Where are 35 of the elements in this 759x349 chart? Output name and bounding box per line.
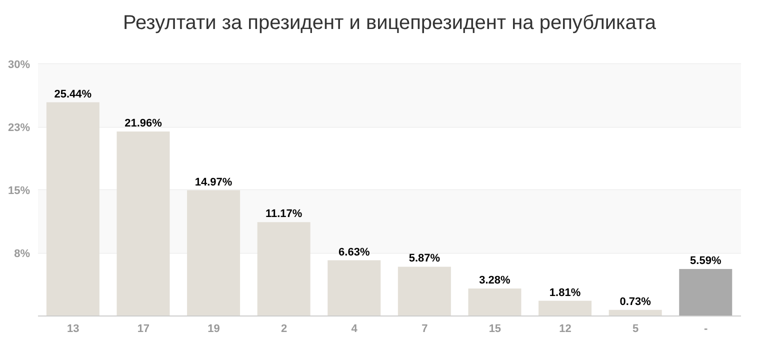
bar [679, 269, 732, 316]
y-tick-label: 23% [8, 122, 30, 134]
x-tick-label: 15 [488, 322, 502, 335]
bar [46, 102, 100, 316]
x-tick-label: 4 [351, 322, 358, 335]
bar [328, 260, 381, 316]
bar [257, 222, 310, 316]
x-tick-label: - [704, 322, 708, 335]
y-tick-label: 15% [8, 184, 30, 197]
data-label: 11.17% [265, 208, 302, 220]
bar [116, 132, 170, 316]
x-tick-label: 5 [632, 322, 639, 335]
data-label: 5.59% [690, 255, 722, 268]
data-label: 1.81% [549, 286, 581, 299]
data-label: 3.28% [479, 274, 511, 286]
x-tick-label: 17 [137, 322, 150, 335]
bar [187, 190, 240, 316]
x-tick-label: 2 [280, 322, 288, 335]
data-label: 25.44% [54, 88, 92, 100]
x-tick-label: 13 [67, 322, 80, 335]
bar [538, 300, 592, 316]
y-tick-label: 8% [14, 248, 30, 260]
data-label: 21.96% [124, 118, 162, 130]
data-label: 0.73% [620, 296, 652, 308]
chart-title: Резултати за президент и вицепрезидент на републиката [122, 11, 657, 36]
x-tick-label: 19 [208, 322, 220, 335]
bar [398, 266, 451, 316]
data-label: 6.63% [338, 246, 370, 258]
bar [468, 288, 522, 316]
data-label: 14.97% [194, 176, 232, 188]
data-label: 5.87% [408, 252, 440, 265]
x-tick-label: 12 [559, 322, 572, 335]
x-tick-label: 7 [422, 322, 428, 335]
bar [608, 310, 662, 316]
y-tick-label: 30% [8, 58, 30, 71]
